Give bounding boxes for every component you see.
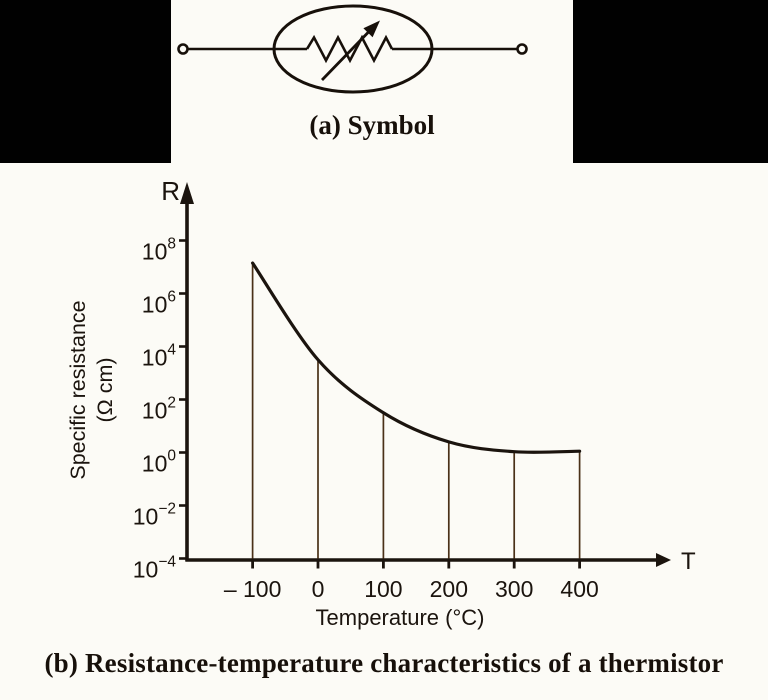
- y-tick-label: 10−2: [133, 501, 176, 530]
- y-tick-label: 104: [142, 342, 177, 371]
- x-axis-label: Temperature (°C): [315, 605, 485, 630]
- y-tick-label: 10−4: [133, 554, 177, 583]
- y-axis-label-line1: Specific resistance: [66, 300, 90, 480]
- chart-caption: (b) Resistance-temperature characteristi…: [44, 648, 724, 678]
- resistor-zigzag: [305, 34, 394, 64]
- y-axis-label: Specific resistance (Ω cm): [65, 275, 119, 505]
- symbol-caption: (a) Symbol: [309, 110, 435, 140]
- resistance-temperature-curve: [251, 261, 582, 454]
- x-axis-symbol: T: [681, 548, 696, 575]
- thermistor-ellipse: [272, 4, 434, 94]
- variability-arrow-head-icon: [363, 20, 380, 38]
- variability-arrow-shaft: [320, 30, 371, 81]
- y-tick-label: 100: [142, 448, 177, 477]
- y-axis-symbol: R: [161, 176, 180, 206]
- x-tick-label: 100: [364, 576, 402, 602]
- x-tick-label: 200: [430, 576, 468, 602]
- y-tick-label: 108: [142, 236, 176, 265]
- top-left-black-panel: [0, 0, 171, 163]
- top-right-black-panel: [573, 0, 768, 163]
- x-axis-arrow-icon: [656, 553, 671, 567]
- y-tick-label: 106: [142, 289, 176, 318]
- x-tick-label: 0: [312, 576, 325, 602]
- x-tick-label: – 100: [224, 576, 282, 602]
- y-axis-arrow-icon: [180, 182, 194, 204]
- thermistor-rt-chart: R T 108 106 104 102 100 10−2 10−4 – 100 0 100 200 300…: [133, 176, 696, 602]
- x-tick-label: 400: [560, 576, 598, 602]
- x-tick-label: 300: [495, 576, 533, 602]
- y-axis-label-line2: (Ω cm): [93, 357, 117, 423]
- y-tick-label: 102: [142, 395, 176, 424]
- thermistor-symbol: [177, 4, 528, 94]
